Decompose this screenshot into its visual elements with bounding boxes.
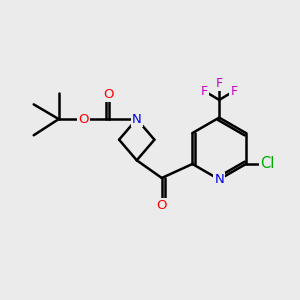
Text: N: N (214, 173, 224, 186)
Text: Cl: Cl (260, 157, 275, 172)
Text: N: N (132, 112, 142, 126)
Text: F: F (201, 85, 208, 98)
Text: O: O (157, 200, 167, 212)
Text: O: O (103, 88, 114, 100)
Text: O: O (79, 112, 89, 126)
Text: F: F (230, 85, 238, 98)
Text: F: F (216, 77, 223, 90)
